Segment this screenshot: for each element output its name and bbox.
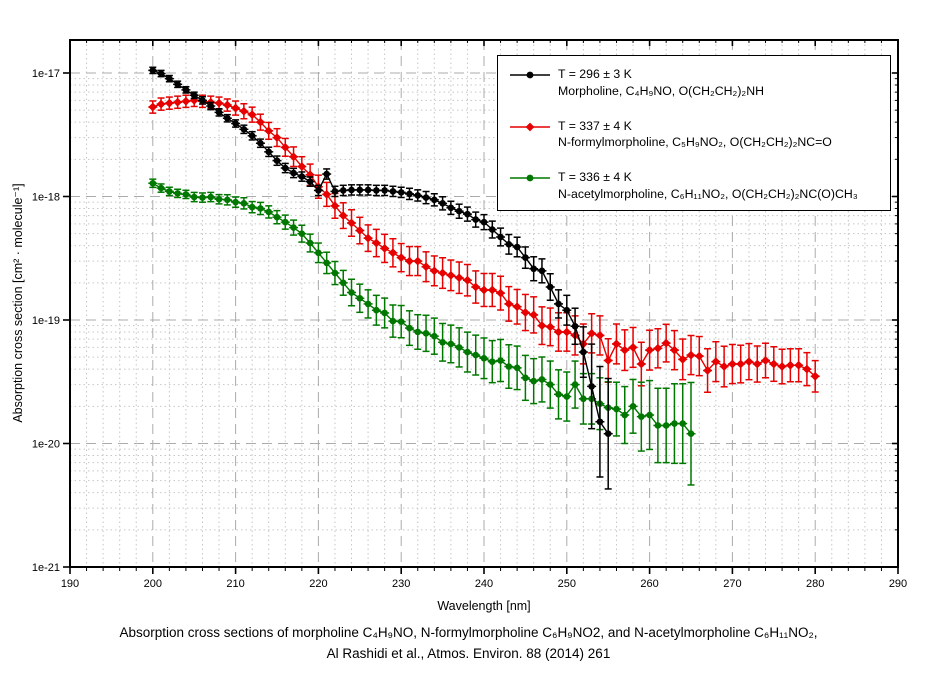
- axis-tick-labels: 190 200 210 220 230 240 250 260 270 280 290 1e-21 1e…: [32, 68, 907, 590]
- svg-text:240: 240: [475, 578, 493, 590]
- legend-entry-n-acetylmorpholine: T = 336 ± 4 K N-acetylmorpholine, C₆H₁₁N…: [508, 169, 882, 202]
- caption-line-1: Absorption cross sections of morpholine …: [119, 625, 818, 640]
- legend-entry-morpholine: T = 296 ± 3 K Morpholine, C₄H₉NO, O(CH₂C…: [508, 66, 882, 99]
- svg-text:220: 220: [309, 578, 327, 590]
- svg-text:1e-19: 1e-19: [32, 315, 60, 327]
- legend-marker-n-acetylmorpholine-icon: [510, 174, 550, 182]
- legend-temp-n-formylmorpholine: T = 337 ± 4 K: [558, 118, 632, 133]
- legend-temp-morpholine: T = 296 ± 3 K: [558, 67, 632, 81]
- svg-text:1e-20: 1e-20: [32, 438, 60, 450]
- svg-text:230: 230: [392, 578, 410, 590]
- svg-text:280: 280: [806, 578, 824, 590]
- x-axis-title: Wavelength [nm]: [437, 599, 530, 613]
- svg-text:1e-18: 1e-18: [32, 191, 60, 203]
- legend: T = 296 ± 3 K Morpholine, C₄H₉NO, O(CH₂C…: [497, 55, 891, 211]
- chart-canvas: 190 200 210 220 230 240 250 260 270 280 290 1e-21 1e…: [11, 39, 907, 613]
- legend-formula-n-acetylmorpholine: N-acetylmorpholine, C₆H₁₁NO₂, O(CH₂CH₂)₂…: [558, 186, 858, 201]
- legend-formula-morpholine: Morpholine, C₄H₉NO, O(CH₂CH₂)₂NH: [558, 83, 764, 98]
- svg-text:270: 270: [723, 578, 741, 590]
- caption-line-2: Al Rashidi et al., Atmos. Environ. 88 (2…: [326, 646, 611, 661]
- data-series-layer: [148, 66, 820, 490]
- svg-text:290: 290: [889, 578, 907, 590]
- series-morpholine: [148, 66, 613, 490]
- svg-text:1e-17: 1e-17: [32, 68, 60, 80]
- series-n-acetylmorpholine: [148, 178, 696, 486]
- legend-temp-n-acetylmorpholine: T = 336 ± 4 K: [558, 170, 632, 184]
- svg-text:190: 190: [61, 578, 79, 590]
- axis-ticks: [63, 40, 899, 574]
- svg-text:1e-21: 1e-21: [32, 562, 60, 574]
- svg-text:260: 260: [640, 578, 658, 590]
- svg-text:200: 200: [144, 578, 162, 590]
- svg-text:210: 210: [226, 578, 244, 590]
- figure-caption: Absorption cross sections of morpholine …: [0, 622, 937, 664]
- legend-marker-n-formylmorpholine-icon: [510, 122, 550, 131]
- series-n-formylmorpholine: [148, 93, 820, 393]
- legend-entry-n-formylmorpholine: T = 337 ± 4 K N-formylmorpholine, C₅H₉NO…: [508, 118, 882, 151]
- y-axis-title: Absorption cross section [cm² · molecule…: [11, 183, 25, 422]
- legend-formula-n-formylmorpholine: N-formylmorpholine, C₅H₉NO₂, O(CH₂CH₂)₂N…: [558, 135, 832, 149]
- svg-text:250: 250: [558, 578, 576, 590]
- legend-marker-morpholine-icon: [510, 71, 550, 79]
